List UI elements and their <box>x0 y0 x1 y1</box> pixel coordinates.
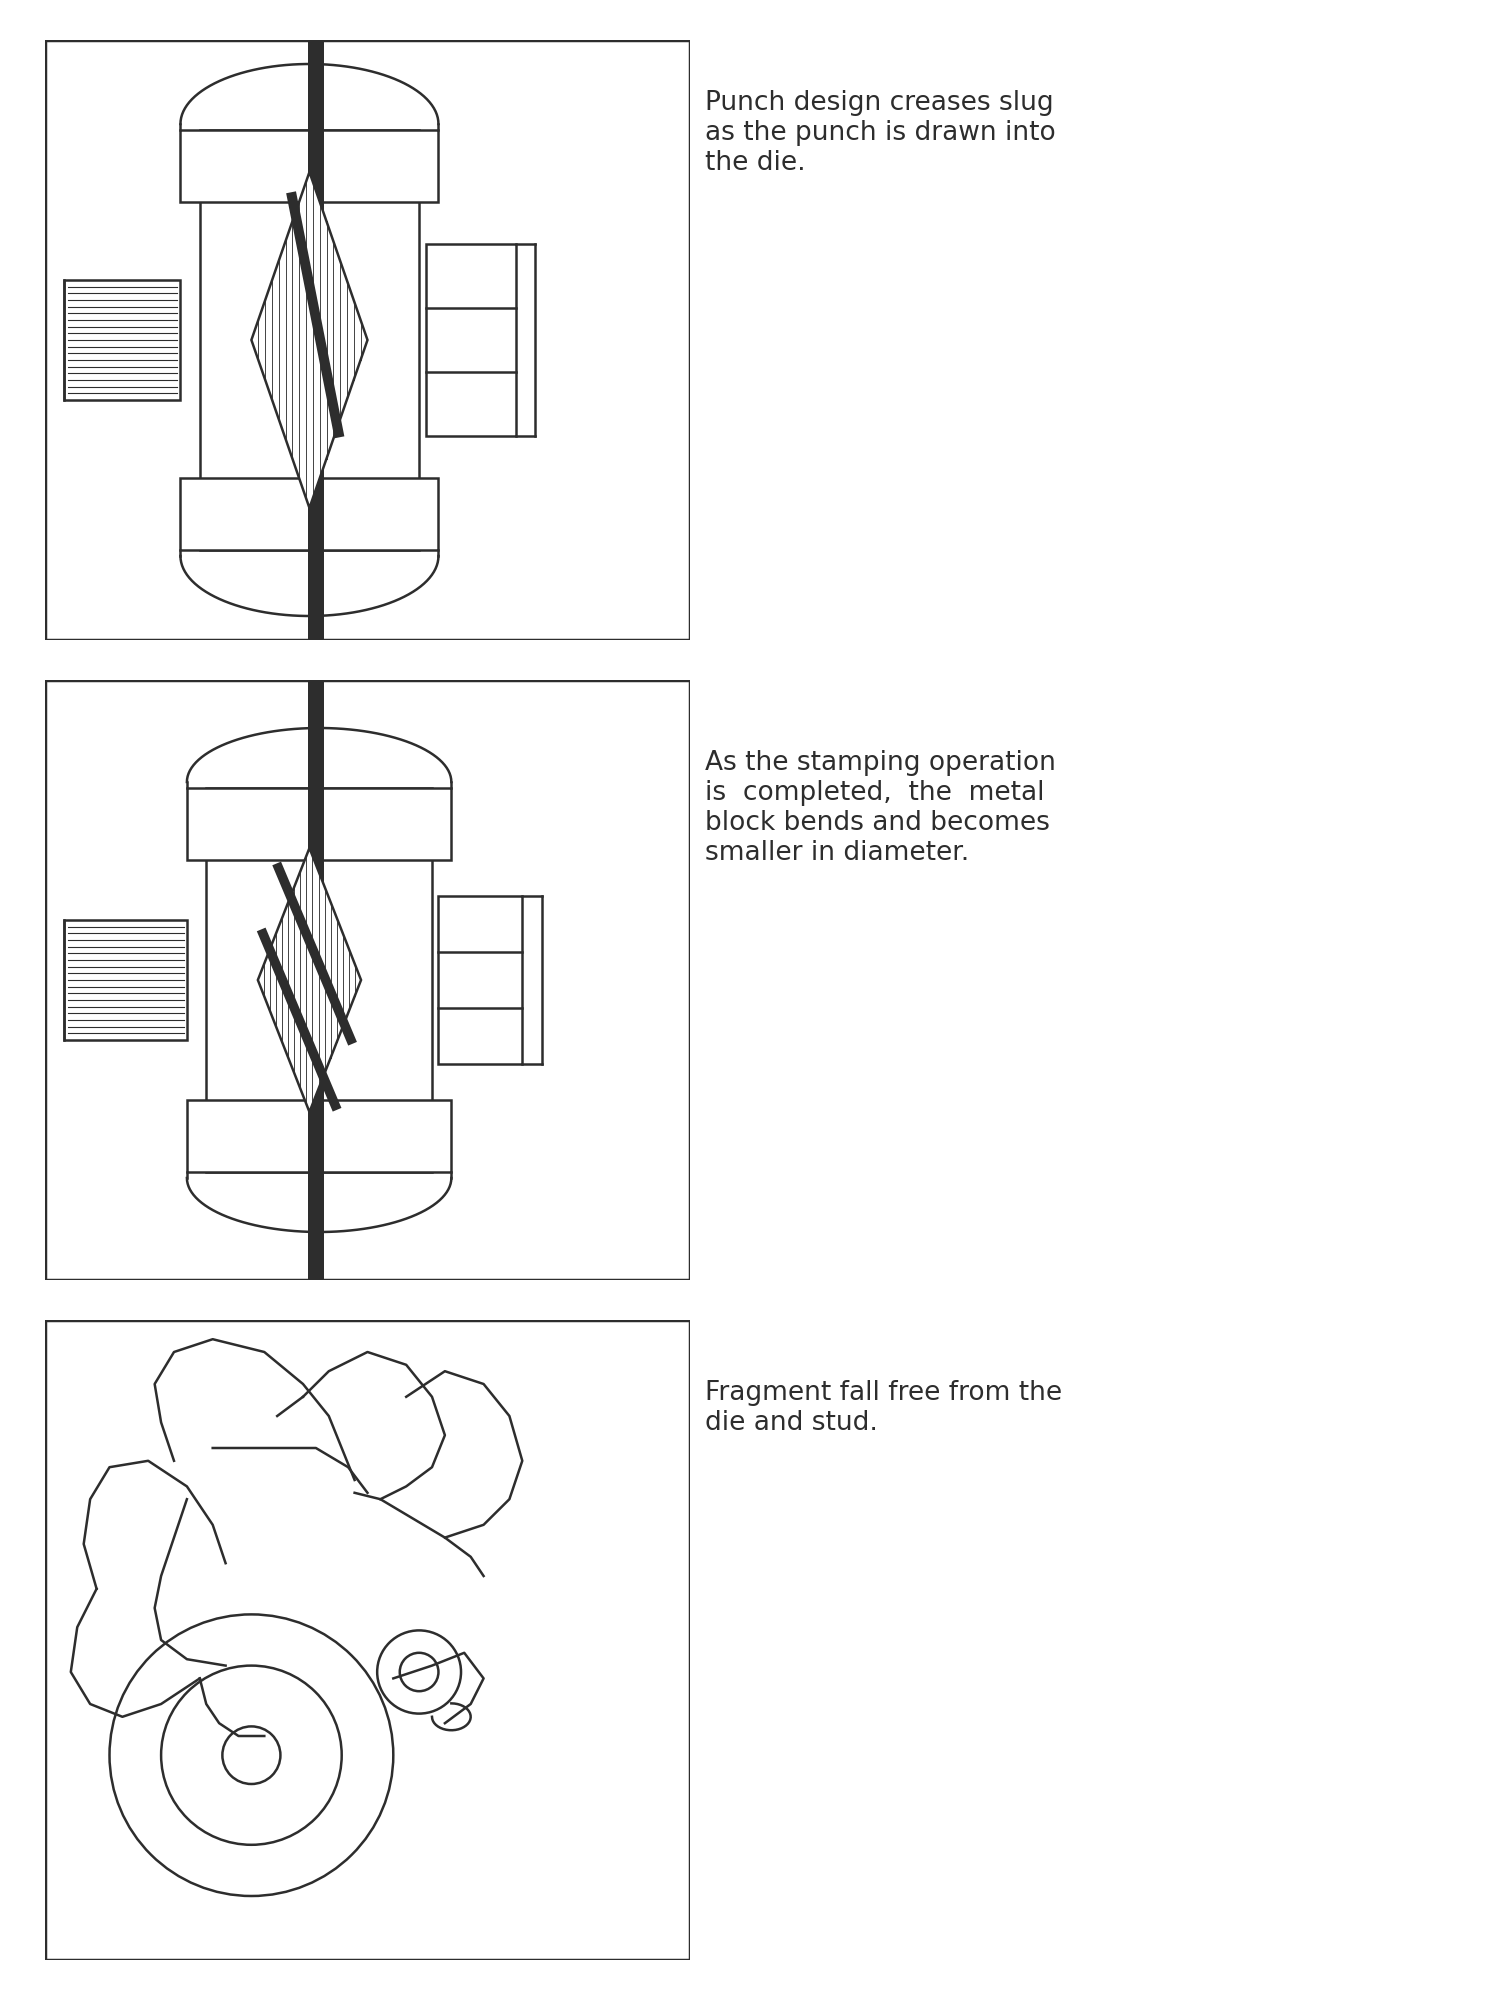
Bar <box>188 1100 452 1172</box>
Bar <box>206 788 432 1172</box>
Polygon shape <box>258 848 362 1112</box>
Bar <box>426 244 516 436</box>
Bar <box>64 920 188 1040</box>
Text: Punch design creases slug
as the punch is drawn into
the die.: Punch design creases slug as the punch i… <box>705 90 1056 176</box>
Bar <box>200 130 418 550</box>
Bar <box>308 40 324 640</box>
Polygon shape <box>252 172 368 508</box>
Text: As the stamping operation
is  completed,  the  metal
block bends and becomes
sma: As the stamping operation is completed, … <box>705 750 1056 866</box>
Bar <box>308 680 324 1280</box>
Bar <box>64 280 180 400</box>
Bar <box>438 896 522 1064</box>
Text: Fragment fall free from the
die and stud.: Fragment fall free from the die and stud… <box>705 1380 1062 1436</box>
Bar <box>180 130 438 202</box>
Bar <box>188 788 452 860</box>
Bar <box>180 478 438 550</box>
